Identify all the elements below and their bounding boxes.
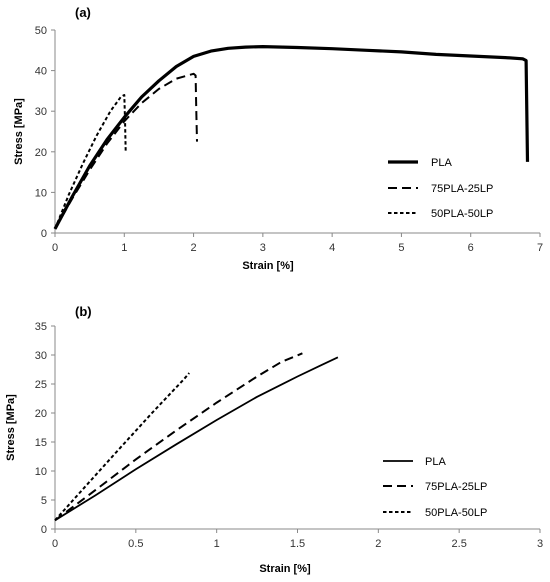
x-axis-title: Strain [%] — [242, 260, 294, 272]
x-tick-label: 0.5 — [128, 538, 143, 550]
y-tick-label: 50 — [35, 25, 47, 37]
series-line-75pla-25lp — [54, 352, 303, 522]
chart-panel-a: 0 10 20 30 40 50 0 1 2 3 4 5 6 7 Strain [%] Stress [MPa… — [13, 5, 543, 272]
y-tick-label: 30 — [35, 350, 47, 362]
x-tick-label: 3 — [537, 538, 543, 550]
y-tick-label: 35 — [35, 321, 47, 333]
y-tick-label: 25 — [35, 379, 47, 391]
x-tick-label: 0 — [52, 538, 58, 550]
x-tick-label: 1.5 — [290, 538, 305, 550]
y-tick-label: 20 — [35, 408, 47, 420]
panel-label: (a) — [75, 5, 91, 20]
legend-label: PLA — [431, 157, 452, 169]
y-tick-label: 30 — [35, 106, 47, 118]
x-tick-label: 2.5 — [452, 538, 467, 550]
y-tick-label: 20 — [35, 147, 47, 159]
legend-label: 50PLA-50LP — [425, 507, 487, 519]
x-tick-label: 4 — [329, 242, 335, 254]
x-tick-label: 3 — [260, 242, 266, 254]
legend-label: PLA — [425, 456, 446, 468]
chart-panel-b: 0 5 10 15 20 25 30 35 0 0.5 1 1.5 2 2.5 3 Strain [%] Str… — [5, 304, 543, 575]
x-tick-label: 2 — [191, 242, 197, 254]
x-tick-label: 2 — [375, 538, 381, 550]
y-tick-label: 40 — [35, 66, 47, 78]
y-tick-label: 5 — [41, 495, 47, 507]
x-tick-label: 7 — [537, 242, 543, 254]
y-axis-title: Stress [MPa] — [5, 394, 17, 461]
y-tick-label: 15 — [35, 437, 47, 449]
series-line-75pla-25lp — [54, 72, 198, 230]
series-line-pla — [53, 45, 530, 230]
x-tick-label: 1 — [121, 242, 127, 254]
y-axis-title: Stress [MPa] — [13, 98, 25, 165]
series-line-pla — [54, 356, 339, 522]
x-tick-label: 5 — [398, 242, 404, 254]
legend-label: 50PLA-50LP — [431, 208, 493, 220]
legend-label: 75PLA-25LP — [425, 481, 487, 493]
panel-label: (b) — [75, 304, 92, 319]
series-line-50pla-50lp — [54, 372, 190, 521]
series-line-50pla-50lp — [54, 94, 127, 230]
y-tick-label: 0 — [41, 228, 47, 240]
x-tick-label: 1 — [214, 538, 220, 550]
y-tick-label: 0 — [41, 524, 47, 536]
x-tick-label: 0 — [52, 242, 58, 254]
x-tick-label: 6 — [468, 242, 474, 254]
y-tick-label: 10 — [35, 187, 47, 199]
x-axis-title: Strain [%] — [259, 563, 311, 575]
y-tick-label: 10 — [35, 466, 47, 478]
legend-label: 75PLA-25LP — [431, 183, 493, 195]
